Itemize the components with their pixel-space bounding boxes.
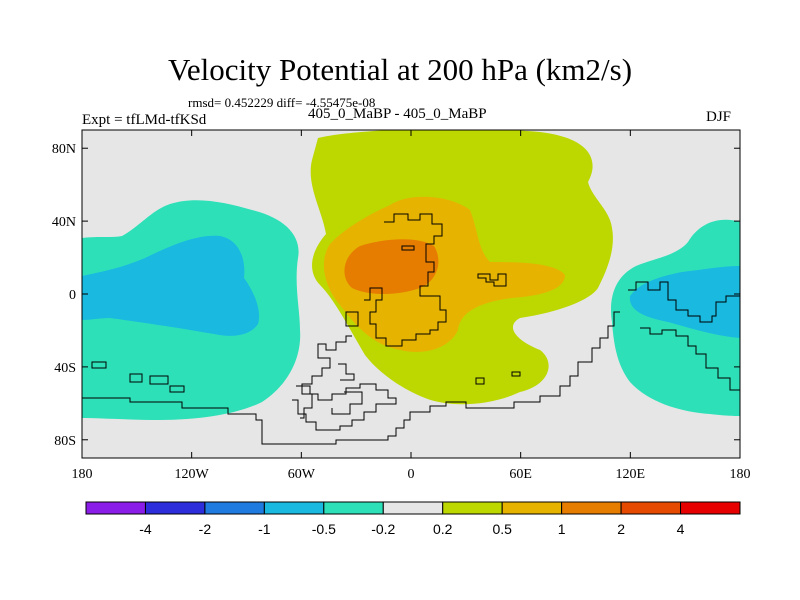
coast-new-guinea	[640, 327, 740, 391]
contour-fields	[82, 130, 740, 420]
colorbar-swatch	[442, 501, 503, 515]
colorbar-swatch	[263, 501, 325, 515]
x-tick-label: 120W	[175, 467, 210, 482]
x-tick-label: 60W	[288, 467, 316, 482]
colorbar-label: 1	[558, 521, 566, 537]
y-tick-label: 40S	[54, 361, 76, 376]
colorbar-swatch	[680, 501, 741, 515]
coast-australia	[628, 281, 740, 323]
coastlines	[82, 213, 740, 445]
field-negative-core-pacific	[82, 235, 260, 336]
chart-title: Velocity Potential at 200 hPa (km2/s)	[167, 52, 633, 87]
x-tick-label: 60E	[509, 467, 532, 482]
colorbar-label: 0.2	[433, 521, 453, 537]
colorbar-swatch	[561, 501, 622, 515]
colorbar-label: -0.5	[312, 521, 336, 537]
field-positive-mid	[323, 196, 565, 352]
colorbar-swatch	[323, 501, 384, 515]
season-label: DJF	[706, 109, 732, 125]
y-tick-label: 40N	[52, 215, 76, 230]
x-tick-label: 180	[72, 467, 93, 482]
colorbar-swatch	[204, 501, 265, 515]
colorbar-label: -2	[199, 521, 212, 537]
x-tick-label: 120E	[616, 467, 646, 482]
colorbar-swatch	[501, 501, 563, 515]
colorbar-label: -1	[258, 521, 271, 537]
y-tick-label: 80S	[54, 434, 76, 449]
x-tick-label: 0	[408, 467, 415, 482]
coast-arabia	[477, 273, 507, 287]
coast-africa	[364, 213, 447, 347]
axes: 180 120W 60W 0 60E 120E 180 80N 40N 0 40S 80S	[52, 130, 751, 482]
colorbar-label: 0.5	[492, 521, 512, 537]
colorbar-swatch	[620, 501, 682, 515]
colorbar: -4 -2 -1 -0.5 -0.2 0.2 0.5 1 2 4	[85, 501, 741, 537]
colorbar-label: 4	[677, 521, 685, 537]
coast-inner-ant	[292, 383, 397, 431]
colorbar-swatch	[382, 501, 444, 515]
stats-line: rmsd= 0.452229 diff= -4.55475e-08	[188, 95, 376, 110]
y-tick-label: 80N	[52, 142, 76, 157]
colorbar-swatch	[85, 501, 146, 515]
experiment-label: Expt = tfLMd-tfKSd	[82, 112, 207, 128]
coast-south-america	[300, 335, 363, 419]
colorbar-label: 2	[617, 521, 625, 537]
coast-pacific-islands	[91, 361, 185, 393]
colorbar-swatch	[144, 501, 206, 515]
center-label: 405_0_MaBP - 405_0_MaBP	[308, 106, 487, 122]
coast-europe	[401, 245, 415, 251]
colorbar-label: -0.2	[371, 521, 395, 537]
field-positive-max	[344, 239, 439, 294]
colorbar-label: -4	[139, 521, 152, 537]
coast-islands	[345, 311, 521, 385]
y-tick-label: 0	[69, 288, 76, 303]
x-tick-label: 180	[730, 467, 751, 482]
coast-antarctica	[82, 311, 620, 445]
